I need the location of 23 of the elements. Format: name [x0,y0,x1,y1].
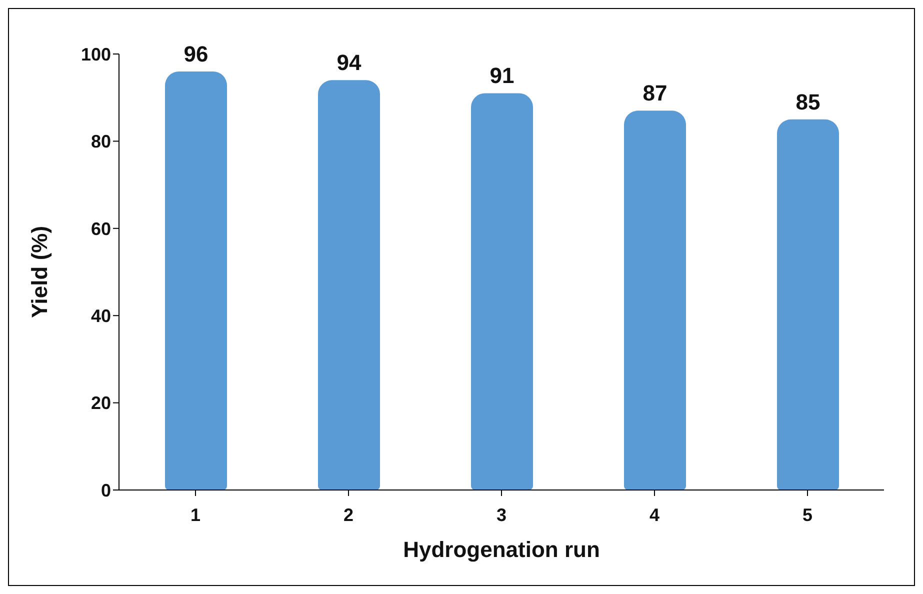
x-tick-label: 3 [496,504,507,525]
data-label: 94 [336,50,362,76]
y-tick-label: 60 [90,218,111,239]
y-tick-label: 40 [90,306,111,326]
bar [471,93,533,490]
y-tick-label: 100 [80,44,111,64]
y-tick-label: 0 [100,480,111,500]
x-tick-label: 4 [649,504,660,525]
bar [165,71,227,490]
y-tick-label: 80 [90,132,111,152]
x-axis-title: Hydrogenation run [403,537,600,562]
y-tick-label: 20 [90,393,111,414]
data-label: 91 [490,63,514,88]
x-tick-label: 1 [190,504,201,525]
x-tick-label: 5 [802,504,813,525]
x-tick-label: 2 [343,504,354,525]
data-label: 87 [642,80,668,106]
bar [624,110,686,490]
y-axis-title: Yield (%) [26,226,52,318]
data-label: 96 [184,41,208,66]
bar [318,80,380,490]
data-label: 85 [796,89,820,114]
bar [777,119,839,490]
